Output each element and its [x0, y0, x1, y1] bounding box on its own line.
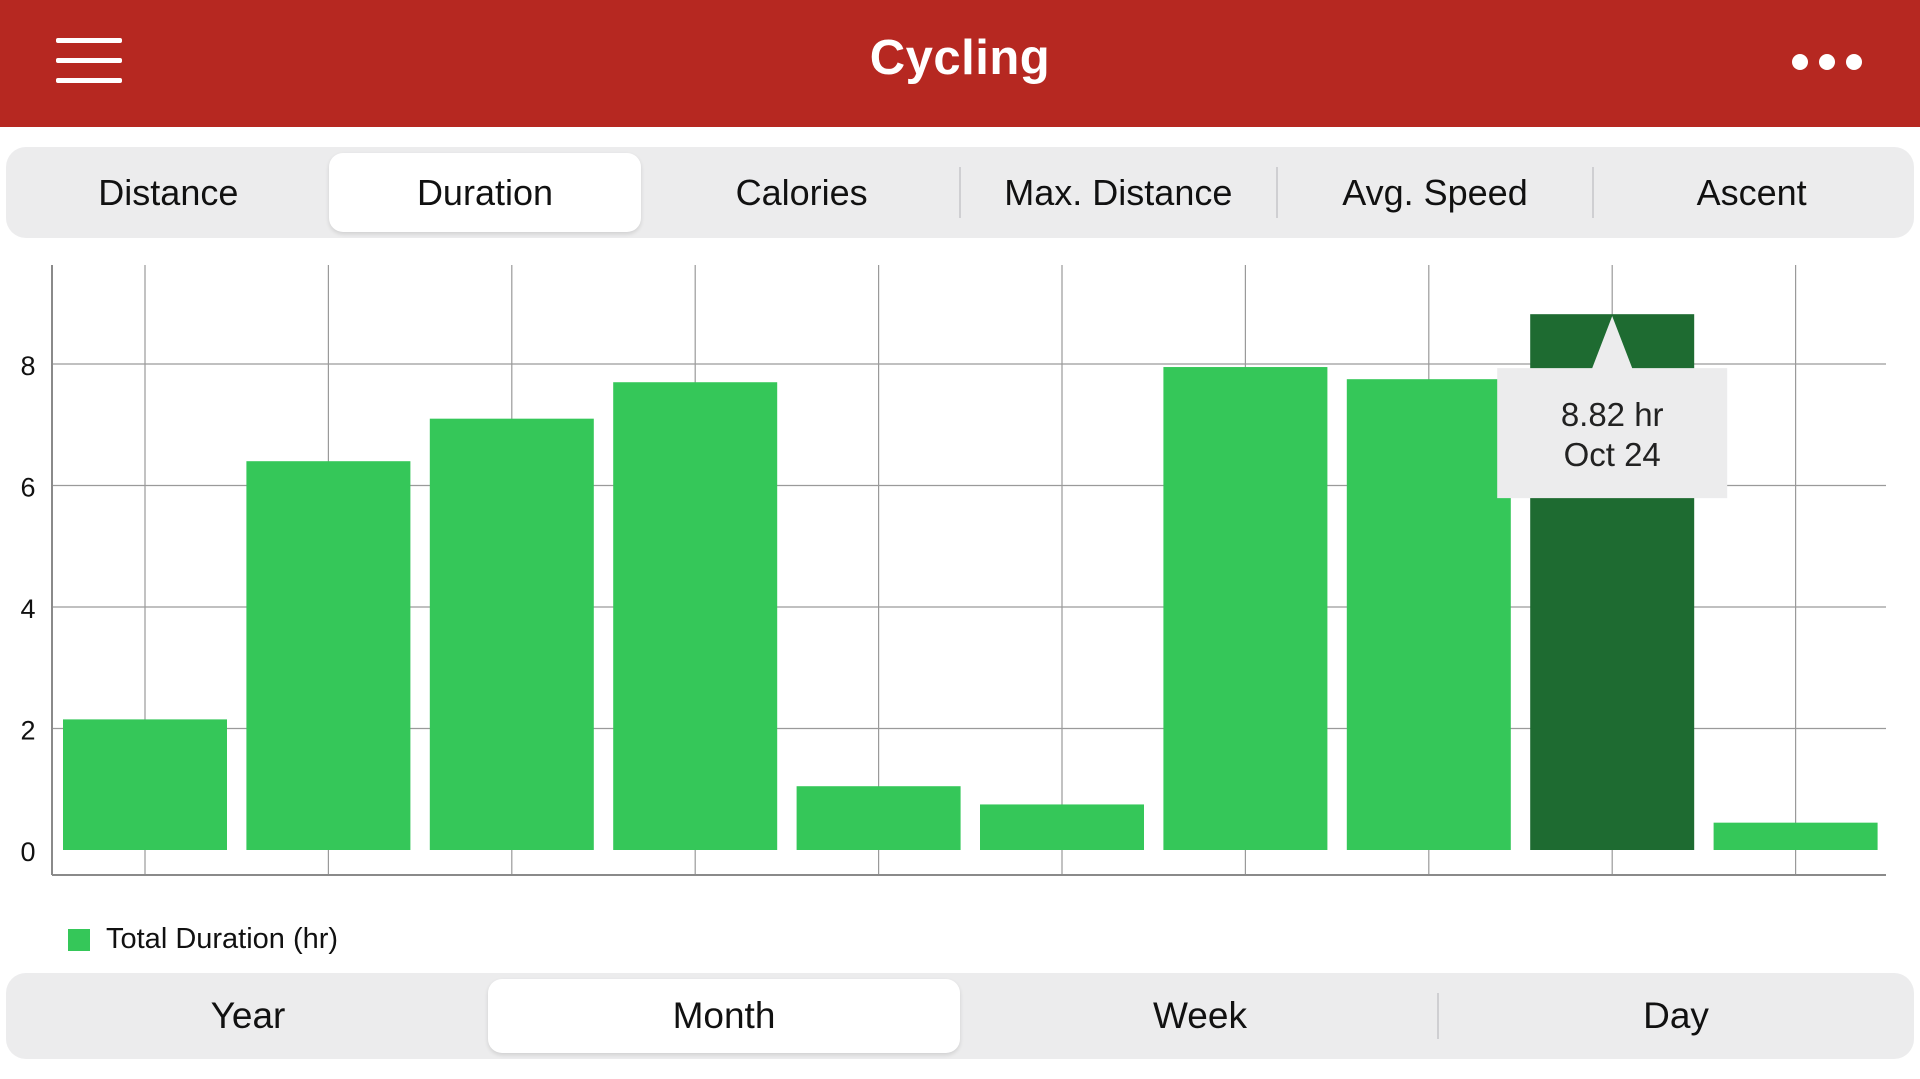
bar-jul-24 [980, 804, 1144, 850]
y-tick-label: 0 [20, 837, 35, 867]
tab-ascent[interactable]: Ascent [1696, 171, 1807, 213]
ellipsis-more-icon[interactable] [1792, 52, 1862, 70]
period-segmented-control: Year Month Week Day [6, 973, 1914, 1059]
segment-separator [1275, 167, 1278, 218]
period-tab-week[interactable]: Week [1153, 995, 1247, 1036]
tab-distance[interactable]: Distance [98, 171, 239, 213]
tooltip-label: Oct 24 [1564, 436, 1661, 473]
bar-may-24 [613, 382, 778, 850]
segment-separator [1592, 167, 1595, 218]
bar-sep-24 [1346, 379, 1511, 850]
bar-nov-24 [1713, 822, 1878, 850]
legend-label: Total Duration (hr) [106, 923, 339, 955]
app-header: Cycling [0, 0, 1920, 127]
segment-separator [1437, 993, 1439, 1039]
tooltip-box [1497, 316, 1728, 499]
y-tick-label: 2 [20, 716, 35, 746]
duration-bar-chart: 02468Feb 24Mar 24Apr 24May 24Jun 24Jul 2… [20, 265, 1886, 876]
bar-aug-24 [1163, 367, 1328, 850]
hamburger-menu-icon[interactable] [56, 38, 122, 88]
y-tick-label: 6 [20, 473, 35, 503]
bar-jun-24 [796, 786, 961, 850]
period-tab-month[interactable]: Month [488, 979, 960, 1053]
metric-segmented-control: Distance Duration Calories Max. Distance Avg… [6, 147, 1914, 238]
period-tab-day[interactable]: Day [1643, 995, 1709, 1036]
chart-legend: Total Duration (hr) [68, 923, 338, 956]
y-tick-label: 8 [20, 351, 35, 381]
period-tab-year[interactable]: Year [210, 995, 286, 1036]
segment-separator [959, 167, 961, 218]
tab-calories[interactable]: Calories [735, 171, 868, 213]
y-tick-label: 4 [20, 594, 35, 624]
tab-avg-speed[interactable]: Avg. Speed [1342, 171, 1528, 213]
tab-max-distance[interactable]: Max. Distance [1004, 171, 1233, 213]
legend-swatch [68, 928, 90, 951]
page-title: Cycling [869, 31, 1051, 85]
bar-mar-24 [246, 461, 411, 850]
bar-apr-24 [429, 418, 594, 850]
tooltip-value: 8.82 hr [1561, 396, 1664, 433]
tab-duration[interactable]: Duration [328, 153, 642, 232]
bar-feb-24 [63, 719, 227, 850]
